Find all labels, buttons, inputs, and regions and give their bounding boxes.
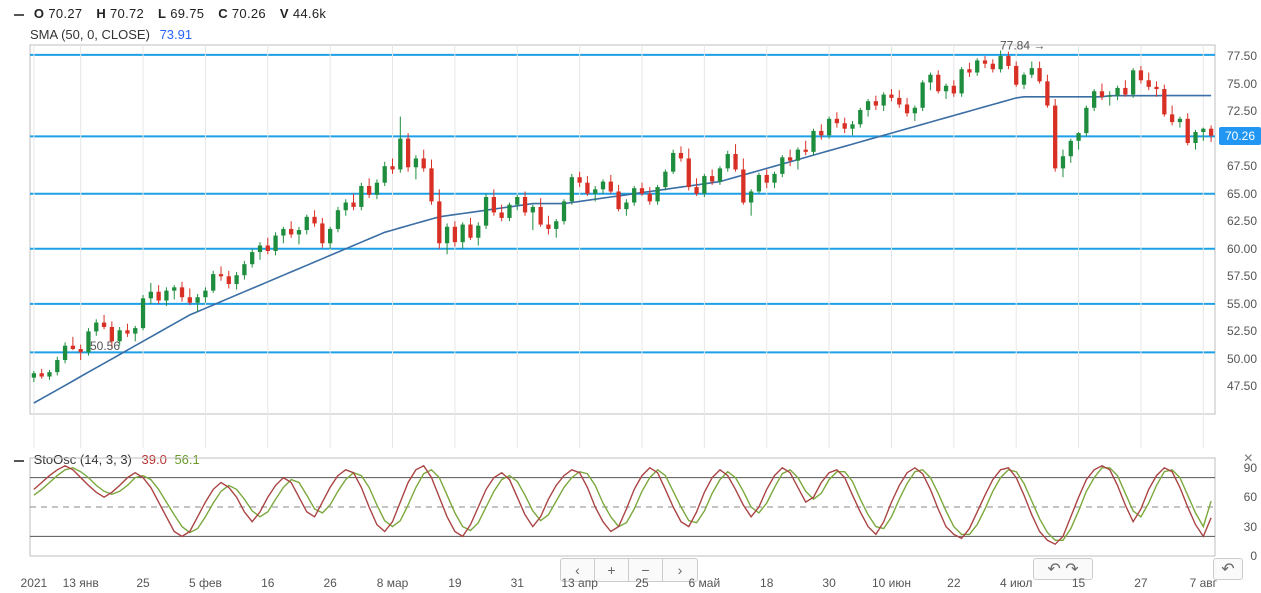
y-tick: 77.50: [1227, 49, 1257, 63]
last-price-tag: 70.26: [1219, 127, 1261, 145]
y-tick: 72.50: [1227, 104, 1257, 118]
y-tick: 65.00: [1227, 187, 1257, 201]
x-tick: 22: [947, 576, 960, 590]
x-tick: 5 фев: [189, 576, 222, 590]
x-tick: 2021: [21, 576, 48, 590]
y-tick: 60.00: [1227, 242, 1257, 256]
price-chart[interactable]: 50.56 77.84 →: [0, 0, 1261, 448]
y-tick: 62.50: [1227, 214, 1257, 228]
y-tick: 75.00: [1227, 77, 1257, 91]
x-tick: 4 июл: [1000, 576, 1032, 590]
svg-text:50.56: 50.56: [90, 339, 120, 353]
stochastic-chart[interactable]: [0, 430, 1261, 560]
y-tick: 50.00: [1227, 352, 1257, 366]
x-tick: 13 янв: [63, 576, 99, 590]
x-tick: 16: [261, 576, 274, 590]
x-tick: 27: [1134, 576, 1147, 590]
x-tick: 10 июн: [872, 576, 911, 590]
x-tick: 15: [1072, 576, 1085, 590]
svg-text:77.84 →: 77.84 →: [1000, 38, 1045, 52]
sto-y-tick: 60: [1244, 490, 1257, 504]
y-tick: 67.50: [1227, 159, 1257, 173]
undo-button[interactable]: ↶: [1047, 559, 1060, 579]
y-tick: 47.50: [1227, 379, 1257, 393]
x-tick: 18: [760, 576, 773, 590]
sto-y-tick: 30: [1244, 520, 1257, 534]
x-tick: 7 авг: [1190, 576, 1217, 590]
y-tick: 55.00: [1227, 297, 1257, 311]
y-tick: 57.50: [1227, 269, 1257, 283]
x-tick: 6 май: [689, 576, 721, 590]
sto-y-tick: 0: [1250, 549, 1257, 563]
x-tick: 25: [136, 576, 149, 590]
x-tick: 8 мар: [377, 576, 409, 590]
zoom-in-button[interactable]: +: [595, 559, 629, 581]
x-tick: 13 апр: [561, 576, 598, 590]
x-tick: 30: [822, 576, 835, 590]
x-tick: 19: [448, 576, 461, 590]
reset-button[interactable]: ↶: [1213, 558, 1243, 580]
x-tick: 31: [511, 576, 524, 590]
x-tick: 25: [635, 576, 648, 590]
y-tick: 52.50: [1227, 324, 1257, 338]
sto-y-tick: 90: [1244, 461, 1257, 475]
x-tick: 26: [323, 576, 336, 590]
